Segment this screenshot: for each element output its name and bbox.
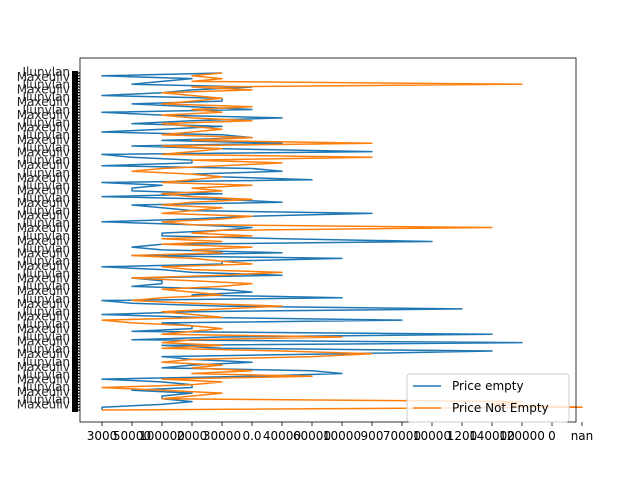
y-tick-label: Maxeuliv xyxy=(17,171,70,185)
y-tick-label: Maxeuliv xyxy=(17,120,70,134)
y-tick-label: Maxeuliv xyxy=(17,209,70,223)
y-tick-label: Maxeuliv xyxy=(17,372,70,386)
x-tick-label: 10000 xyxy=(323,429,361,443)
x-tick-label: 3000 xyxy=(87,429,118,443)
y-tick-label: Ilunvlan xyxy=(23,141,70,155)
y-tick-label: Ilunvlan xyxy=(23,367,70,381)
y-tick-label: Maxeuliv xyxy=(17,146,70,160)
y-tick-label: Ilunvlan xyxy=(23,393,70,407)
y-tick-label: Ilunvlan xyxy=(23,128,70,142)
x-tick-label: 40000 xyxy=(263,429,301,443)
legend-label-price-not-empty: Price Not Empty xyxy=(452,401,549,415)
x-tick-label: 2000 xyxy=(177,429,208,443)
y-tick-label: Maxeuliv xyxy=(17,70,70,84)
y-tick-band xyxy=(72,71,78,412)
y-tick-label: Maxeuliv xyxy=(17,83,70,97)
series-layer xyxy=(101,72,583,411)
y-tick-label: Ilunvlan xyxy=(23,267,70,281)
x-tick-label: 0.0 xyxy=(242,429,261,443)
y-tick-label: Maxeuliv xyxy=(17,221,70,235)
x-tick-label: 30000 xyxy=(203,429,241,443)
y-tick-label: Ilunvlan xyxy=(23,279,70,293)
y-tick-label: Maxeuliv xyxy=(17,385,70,399)
legend: Price empty Price Not Empty xyxy=(406,373,570,423)
y-tick-label: Ilunvlan xyxy=(23,204,70,218)
y-tick-label: Maxeuliv xyxy=(17,108,70,122)
x-tick-label: 120000 xyxy=(499,429,545,443)
x-tick-label: 50000 xyxy=(113,429,151,443)
y-tick-label: Maxeuliv xyxy=(17,95,70,109)
y-tick-label: Ilunvlan xyxy=(23,153,70,167)
y-tick-label: Ilunvlan xyxy=(23,342,70,356)
legend-label-price-empty: Price empty xyxy=(452,379,524,393)
legend-box xyxy=(406,373,570,423)
y-tick-label: Maxeuliv xyxy=(17,309,70,323)
y-tick-label: Ilunvlan xyxy=(23,229,70,243)
y-tick-label: Ilunvlan xyxy=(23,216,70,230)
x-tick-label: nan xyxy=(571,429,594,443)
x-tick-label: 140000 xyxy=(469,429,515,443)
y-tick-label: Maxeuliv xyxy=(17,259,70,273)
y-tick-label: Maxeuliv xyxy=(17,158,70,172)
y-tick-label: Ilunvlan xyxy=(23,115,70,129)
series-line-price-empty xyxy=(101,72,523,410)
y-tick-label: Maxeuliv xyxy=(17,360,70,374)
x-tick-label: 10000 xyxy=(413,429,451,443)
y-tick-label: Maxeuliv xyxy=(17,297,70,311)
y-tick-label: Ilunvlan xyxy=(23,254,70,268)
y-tick-label: Maxeuliv xyxy=(17,234,70,248)
y-tick-label: Maxeuliv xyxy=(17,322,70,336)
y-tick-label: Ilunvlan xyxy=(23,178,70,192)
x-tick-label: 0 xyxy=(548,429,556,443)
y-tick-label: Ilunvlan xyxy=(23,241,70,255)
y-tick-label: Maxeuliv xyxy=(17,183,70,197)
y-tick-label: Ilunvlan xyxy=(23,166,70,180)
series-line-price-not-empty xyxy=(101,72,583,411)
y-tick-label: Maxeuliv xyxy=(17,335,70,349)
y-tick-label: Maxeuliv xyxy=(17,347,70,361)
y-tick-label: Ilunvlan xyxy=(23,304,70,318)
y-tick-label: Maxeuliv xyxy=(17,196,70,210)
y-tick-label: Ilunvlan xyxy=(23,380,70,394)
y-tick-label: Ilunvlan xyxy=(23,78,70,92)
y-axis-ticks: IlunvlanMaxeulivIlunvlanMaxeulivIlunvlan… xyxy=(17,65,80,412)
y-tick-label: Maxeuliv xyxy=(17,272,70,286)
x-tick-label: 1200 xyxy=(447,429,478,443)
y-tick-label: Ilunvlan xyxy=(23,103,70,117)
y-tick-label: Maxeuliv xyxy=(17,284,70,298)
y-tick-label: Ilunvlan xyxy=(23,317,70,331)
y-tick-label: Maxeuliv xyxy=(17,133,70,147)
y-tick-label: Ilunvlan xyxy=(23,292,70,306)
y-tick-label: Maxeuliv xyxy=(17,246,70,260)
y-tick-label: Maxeuliv xyxy=(17,398,70,412)
y-tick-label: Ilunvlan xyxy=(23,191,70,205)
x-tick-label: 60000 xyxy=(293,429,331,443)
x-tick-label: 70000 xyxy=(383,429,421,443)
y-tick-label: Ilunvlan xyxy=(23,90,70,104)
y-tick-label: Ilunvlan xyxy=(23,355,70,369)
plot-frame xyxy=(79,57,577,423)
x-tick-label: 900 xyxy=(361,429,384,443)
x-tick-label: 100000 xyxy=(139,429,185,443)
y-tick-label: Ilunvlan xyxy=(23,330,70,344)
y-tick-label: Ilunvlan xyxy=(23,65,70,79)
